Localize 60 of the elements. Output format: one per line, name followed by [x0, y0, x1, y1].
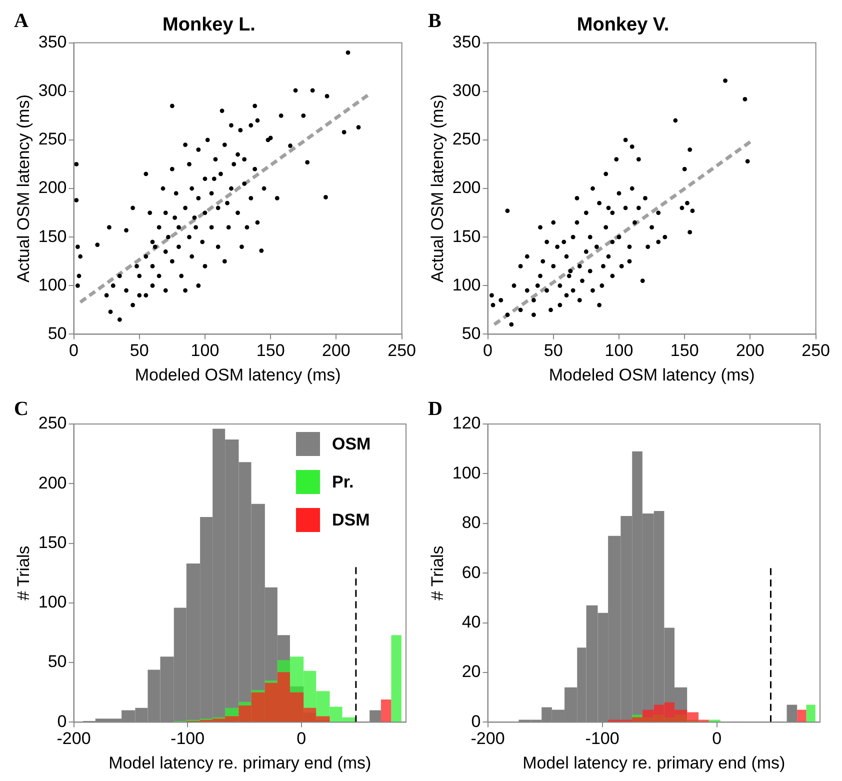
legend-label: OSM [332, 434, 371, 454]
legend-label: Pr. [332, 472, 354, 492]
y-tick-label: 350 [38, 32, 67, 52]
y-tick-label: 100 [452, 463, 481, 482]
y-tick-label: 50 [48, 324, 67, 343]
y-tick-label: 250 [38, 130, 67, 149]
y-tick-label: 250 [38, 414, 67, 433]
x-tick-label: 250 [388, 341, 416, 360]
y-tick-label: 350 [452, 32, 481, 52]
x-tick-label: 0 [296, 729, 306, 748]
y-axis-title: Actual OSM latency (ms) [428, 94, 447, 282]
text: A [14, 10, 29, 32]
x-axis-title: Modeled OSM latency (ms) [548, 365, 755, 384]
y-tick-label: 40 [462, 612, 481, 632]
text: C [14, 398, 28, 420]
y-tick-label: 50 [48, 652, 67, 672]
y-tick-label: 100 [38, 275, 67, 294]
x-tick-label: 150 [670, 341, 699, 360]
x-tick-label: 250 [802, 341, 830, 360]
y-tick-label: 150 [452, 226, 481, 246]
y-tick-label: 300 [38, 81, 67, 100]
y-tick-label: 200 [38, 178, 67, 198]
y-tick-label: 200 [38, 473, 67, 492]
x-axis-title: Model latency re. primary end (ms) [522, 753, 786, 772]
text: B [428, 10, 442, 32]
y-tick-label: 0 [57, 712, 67, 731]
y-tick-label: 120 [452, 414, 481, 433]
x-axis-title: Modeled OSM latency (ms) [134, 365, 341, 384]
x-tick-label: -200 [56, 729, 91, 748]
chart-title: Monkey V. [576, 14, 670, 36]
x-tick-label: 200 [736, 341, 764, 360]
y-tick-label: 100 [452, 275, 481, 294]
y-tick-label: 20 [462, 662, 481, 682]
y-axis-title: # Trials [428, 546, 447, 600]
x-tick-label: 100 [604, 341, 634, 360]
x-axis-title: Model latency re. primary end (ms) [108, 753, 372, 772]
x-tick-label: -200 [470, 729, 505, 748]
y-axis-title: # Trials [14, 546, 33, 600]
x-tick-label: 50 [130, 341, 149, 360]
y-tick-label: 250 [452, 130, 481, 149]
x-tick-label: 200 [322, 341, 350, 360]
x-tick-label: 50 [544, 341, 563, 360]
y-tick-label: 300 [452, 81, 481, 100]
x-tick-label: -100 [585, 729, 620, 748]
y-axis-title: Actual OSM latency (ms) [14, 94, 33, 282]
y-tick-label: 150 [38, 532, 67, 552]
x-tick-label: 150 [256, 341, 285, 360]
x-tick-label: 100 [190, 341, 220, 360]
text: D [428, 398, 442, 420]
y-tick-label: 50 [462, 324, 481, 343]
y-tick-label: 150 [38, 226, 67, 246]
y-tick-label: 0 [471, 712, 481, 731]
y-tick-label: 100 [38, 592, 67, 612]
x-tick-label: 0 [712, 729, 722, 748]
chart-title: Monkey L. [162, 14, 256, 36]
legend-label: DSM [332, 510, 370, 530]
y-tick-label: 200 [452, 178, 481, 198]
y-tick-label: 60 [462, 562, 481, 582]
x-tick-label: -100 [170, 729, 205, 748]
y-tick-label: 80 [462, 513, 481, 532]
